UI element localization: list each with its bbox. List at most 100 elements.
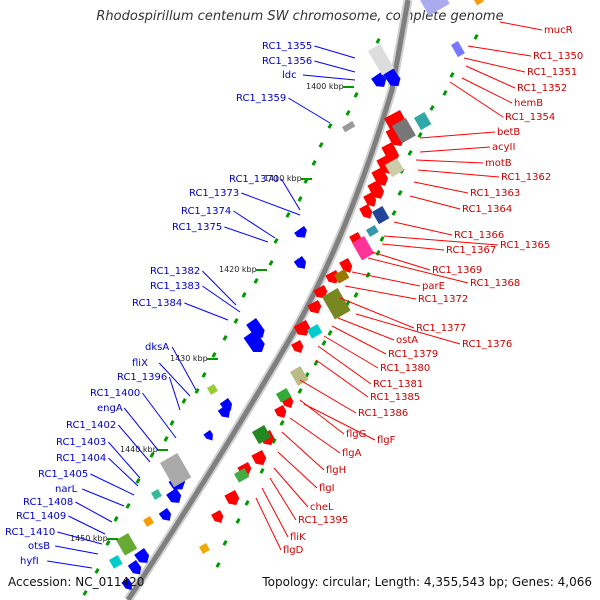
gene-label-left[interactable]: RC1_1382 (150, 266, 200, 277)
leader-line-left (108, 441, 141, 479)
gene-label-left[interactable]: RC1_1383 (150, 281, 200, 292)
gene-label-left[interactable]: RC1_1405 (38, 469, 88, 480)
feature-box (198, 542, 210, 554)
gene-label-left[interactable]: RC1_1356 (262, 56, 312, 67)
gene-label-right[interactable]: RC1_1351 (527, 67, 577, 78)
tick-dash (429, 105, 435, 111)
leader-line-left (168, 376, 181, 411)
gene-label-right[interactable]: RC1_1395 (298, 515, 348, 526)
leader-line-right (277, 451, 318, 489)
tick-dash (211, 351, 217, 358)
gene-label-right[interactable]: RC1_1362 (501, 172, 551, 183)
gene-label-left[interactable]: RC1_1359 (236, 93, 286, 104)
gene-label-right[interactable]: RC1_1386 (358, 408, 408, 419)
forward-gene-arrow (359, 204, 373, 219)
leader-line-right (419, 146, 491, 153)
gene-label-right[interactable]: parE (422, 281, 445, 292)
gene-label-left[interactable]: RC1_1384 (132, 298, 182, 309)
gene-label-right[interactable]: RC1_1380 (380, 363, 430, 374)
forward-gene-arrow (371, 167, 389, 186)
gene-label-left[interactable]: RC1_1410 (5, 527, 55, 538)
feature-box (334, 269, 350, 284)
gene-label-right[interactable]: motB (485, 158, 512, 169)
tick-dash (375, 250, 381, 256)
leader-line-right (303, 403, 376, 441)
gene-label-left[interactable]: RC1_1408 (23, 497, 73, 508)
gene-label-right[interactable]: RC1_1368 (470, 278, 520, 289)
gene-label-left[interactable]: RC1_1355 (262, 41, 312, 52)
gene-label-right[interactable]: flgF (377, 435, 396, 446)
gene-label-left[interactable]: hyfI (20, 556, 39, 567)
gene-label-right[interactable]: RC1_1376 (462, 339, 512, 350)
tick-dash (353, 292, 359, 298)
gene-label-right[interactable]: fliK (290, 532, 306, 543)
gene-label-right[interactable]: RC1_1372 (418, 294, 468, 305)
gene-label-right[interactable]: RC1_1366 (454, 230, 504, 241)
leader-line-left (314, 45, 356, 59)
gene-label-left[interactable]: RC1_1373 (189, 188, 239, 199)
gene-label-right[interactable]: RC1_1354 (505, 112, 555, 123)
leader-line-right (393, 221, 453, 236)
leader-line-left (171, 346, 197, 391)
gene-label-right[interactable]: RC1_1379 (388, 349, 438, 360)
forward-gene-arrow (274, 405, 287, 418)
gene-label-left[interactable]: RC1_1409 (16, 511, 66, 522)
gene-label-right[interactable]: cheL (310, 502, 334, 513)
forward-gene-arrow (307, 300, 322, 314)
gene-label-right[interactable]: RC1_1381 (373, 379, 423, 390)
gene-label-right[interactable]: ostA (396, 335, 418, 346)
feature-box (414, 112, 432, 131)
leader-line-right (371, 251, 431, 271)
tick-dash (285, 212, 291, 218)
tick-dash (279, 420, 285, 426)
gene-label-left[interactable]: RC1_1374 (181, 206, 231, 217)
gene-label-left[interactable]: narL (55, 484, 78, 495)
gene-label-right[interactable]: RC1_1385 (370, 392, 420, 403)
gene-label-right[interactable]: RC1_1352 (517, 83, 567, 94)
gene-label-right[interactable]: betB (497, 127, 520, 138)
tick-dash (235, 518, 241, 524)
gene-label-left[interactable]: otsB (28, 541, 50, 552)
leader-line-right (323, 335, 379, 369)
gene-label-right[interactable]: RC1_1350 (533, 51, 583, 62)
leader-line-left (141, 392, 177, 439)
gene-label-left[interactable]: RC1_1396 (117, 372, 167, 383)
gene-label-right[interactable]: acyII (492, 142, 515, 153)
tick-dash (297, 196, 303, 202)
reverse-gene-arrow (293, 256, 307, 269)
tick-dash (135, 477, 141, 484)
gene-label-right[interactable]: RC1_1377 (416, 323, 466, 334)
gene-label-right[interactable]: flgA (342, 448, 362, 459)
tick-dash (321, 339, 327, 346)
gene-label-left[interactable]: fliX (132, 358, 148, 369)
gene-label-left[interactable]: RC1_1402 (66, 420, 116, 431)
gene-label-right[interactable]: RC1_1369 (432, 265, 482, 276)
gene-label-right[interactable]: RC1_1367 (446, 245, 496, 256)
gene-label-left[interactable]: ldc (282, 70, 297, 81)
gene-label-right[interactable]: RC1_1365 (500, 240, 550, 251)
gene-label-right[interactable]: flgH (326, 465, 346, 476)
gene-label-left[interactable]: dksA (145, 342, 169, 353)
tick-dash (379, 236, 385, 242)
leader-line-left (184, 302, 229, 321)
gene-label-left[interactable]: RC1_1375 (172, 222, 222, 233)
feature-box (251, 425, 272, 445)
gene-label-left[interactable]: engA (97, 403, 123, 414)
reverse-gene-arrow (203, 430, 213, 441)
gene-label-right[interactable]: flgD (283, 545, 304, 556)
gene-label-right[interactable]: flgG (346, 429, 366, 440)
tick-dash (163, 435, 169, 442)
gene-label-right[interactable]: RC1_1363 (470, 188, 520, 199)
tick-dash (297, 387, 303, 394)
gene-label-left[interactable]: RC1_1404 (56, 453, 106, 464)
gene-label-right[interactable]: flgI (319, 483, 335, 494)
leader-line-right (461, 77, 513, 104)
gene-label-left[interactable]: RC1_1400 (90, 388, 140, 399)
gene-label-left[interactable]: RC1_1370 (229, 174, 279, 185)
gene-label-left[interactable]: RC1_1403 (56, 437, 106, 448)
leader-line-right (351, 271, 421, 287)
gene-label-right[interactable]: mucR (544, 25, 573, 36)
gene-label-right[interactable]: hemB (514, 98, 543, 109)
gene-label-right[interactable]: RC1_1364 (462, 204, 512, 215)
